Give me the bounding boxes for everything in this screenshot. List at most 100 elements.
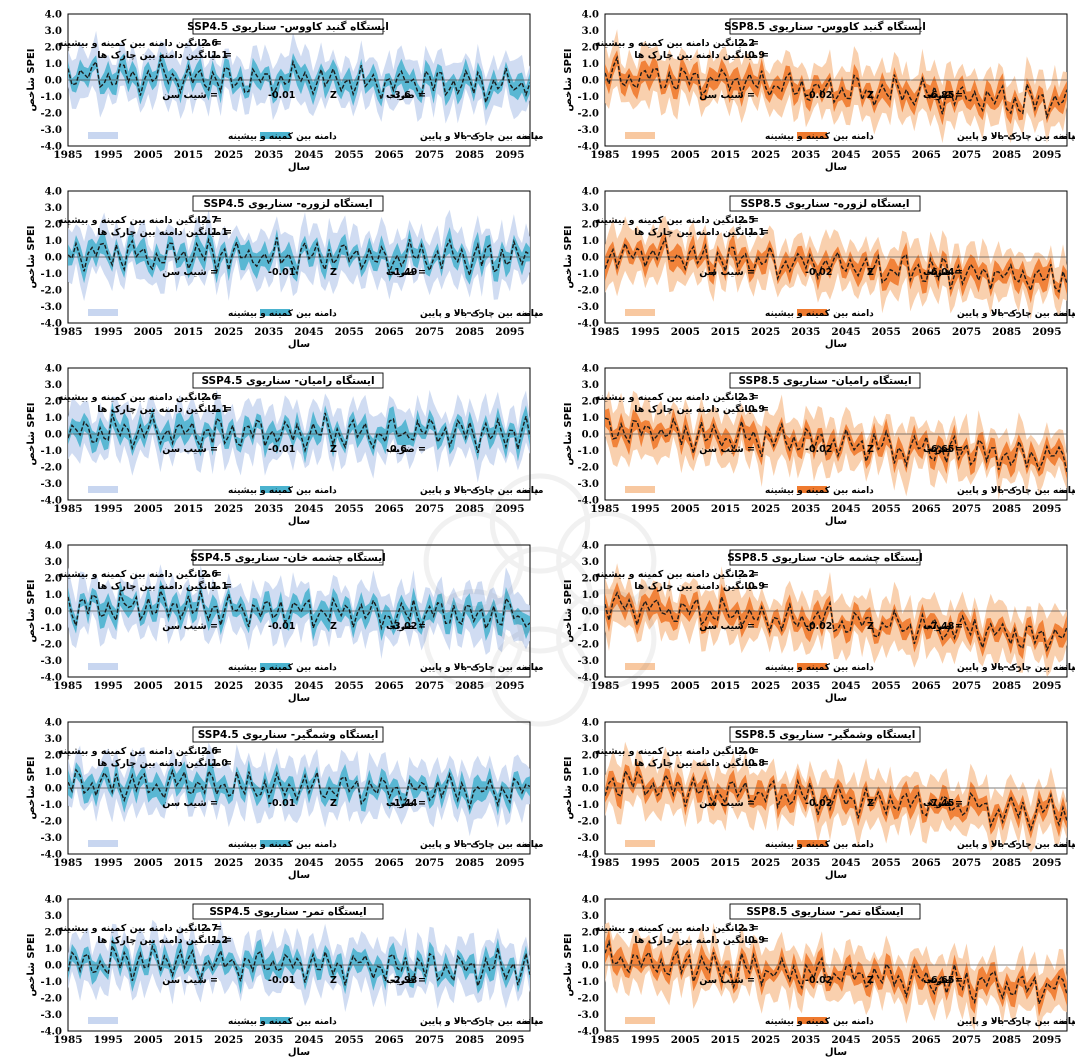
z-label: = ضریب — [386, 444, 426, 455]
x-tick-label: 2095 — [1032, 857, 1061, 869]
y-tick-label: -4.0 — [577, 673, 599, 684]
y-tick-label: -4.0 — [40, 673, 62, 684]
legend-iqr-label: دامنه بین چارک بالا و پایین — [957, 840, 1075, 850]
x-tick-label: 2075 — [415, 326, 444, 338]
legend-iqr-label: دامنه بین چارک بالا و پایین — [420, 486, 539, 496]
y-tick-label: 0.0 — [45, 76, 62, 87]
y-tick-label: -3.0 — [40, 656, 62, 667]
minmax-mean-label: = میانگین دامنه بین کمینه و بیشینه — [595, 37, 759, 49]
z-label: = ضریب — [923, 90, 963, 101]
x-tick-label: 1995 — [94, 149, 123, 161]
y-tick-label: 4.0 — [582, 541, 599, 552]
legend-minmax-label: دامنه بین کمینه و بیشینه — [228, 663, 337, 673]
iqr-mean-value: 1.1 — [211, 404, 228, 415]
x-axis-label: سال — [825, 693, 847, 704]
z-label: = ضریب — [386, 267, 426, 278]
minmax-mean-value: 2.7 — [201, 923, 218, 934]
legend-median-label: میانه — [522, 486, 543, 496]
x-tick-label: 2005 — [134, 857, 163, 869]
y-axis-label: شاخص SPEI — [26, 579, 37, 642]
x-tick-label: 2045 — [294, 857, 323, 869]
z-symbol: Z — [330, 444, 337, 455]
median-line — [604, 769, 1068, 832]
y-tick-label: 2.0 — [45, 751, 62, 762]
x-tick-label: 1985 — [590, 149, 619, 161]
minmax-mean-label: = میانگین دامنه بین کمینه و بیشینه — [58, 214, 222, 226]
legend-median-label: میانه — [522, 663, 543, 673]
x-tick-label: 2015 — [711, 680, 740, 692]
y-tick-label: -2.0 — [577, 640, 599, 651]
legend-median-label: میانه — [1059, 1017, 1075, 1027]
title-box — [729, 903, 921, 920]
x-tick-label: 2075 — [952, 680, 981, 692]
iqr-mean-label: = میانگین دامنه بین چارک ها — [97, 580, 232, 592]
x-axis-label: سال — [288, 693, 310, 704]
title-box — [729, 372, 921, 389]
chart-panel: 4.0 3.0 2.0 1.0 0.0 -1.0 -2.0 -3.0 -4.0 1985 1995 2… — [545, 537, 1075, 707]
y-tick-label: -4.0 — [577, 1027, 599, 1038]
x-tick-label: 2005 — [134, 680, 163, 692]
z-label: = ضریب — [386, 975, 426, 986]
sen-slope-value: -0.01 — [268, 267, 295, 278]
y-tick-label: 3.0 — [45, 380, 62, 391]
y-tick-label: 2.0 — [582, 928, 599, 939]
x-tick-label: 2015 — [711, 503, 740, 515]
x-tick-label: 1985 — [53, 149, 82, 161]
legend-iqr-swatch — [797, 309, 827, 316]
x-tick-label: 2025 — [751, 503, 780, 515]
y-tick-label: 0.0 — [582, 784, 599, 795]
minmax-mean-value: 2.3 — [738, 923, 755, 934]
x-tick-label: 2025 — [214, 149, 243, 161]
legend-minmax-swatch — [88, 1017, 118, 1024]
iqr-mean-label: = میانگین دامنه بین چارک ها — [634, 49, 769, 61]
x-axis-label: سال — [288, 1047, 310, 1058]
x-tick-label: 2085 — [992, 1034, 1021, 1046]
x-tick-label: 2085 — [455, 503, 484, 515]
x-tick-label: 1985 — [53, 857, 82, 869]
z-symbol: Z — [330, 621, 337, 632]
x-tick-label: 2045 — [294, 326, 323, 338]
y-tick-label: -4.0 — [40, 850, 62, 861]
x-axis-label: سال — [825, 870, 847, 881]
x-tick-label: 2055 — [335, 1034, 364, 1046]
x-tick-label: 2095 — [495, 326, 524, 338]
y-tick-label: 0.0 — [582, 253, 599, 264]
x-tick-label: 2065 — [375, 857, 404, 869]
x-tick-label: 2095 — [1032, 680, 1061, 692]
y-tick-label: -1.0 — [577, 446, 599, 457]
y-axis-label: شاخص SPEI — [563, 225, 574, 288]
minmax-mean-value: 2.2 — [738, 38, 755, 49]
x-tick-label: 2015 — [174, 326, 203, 338]
chart-title: ایستگاه چشمه خان- سناریوی SSP4.5 — [190, 551, 386, 564]
x-tick-label: 2055 — [872, 680, 901, 692]
x-tick-label: 2085 — [992, 857, 1021, 869]
x-tick-label: 2045 — [831, 1034, 860, 1046]
legend-iqr-label: دامنه بین چارک بالا و پایین — [420, 309, 539, 319]
x-tick-label: 1995 — [631, 1034, 660, 1046]
x-tick-label: 2055 — [335, 857, 364, 869]
x-tick-label: 2045 — [831, 503, 860, 515]
sen-slope-label: = شیب سن — [162, 621, 218, 632]
x-tick-label: 1995 — [94, 326, 123, 338]
median-line — [67, 768, 531, 811]
x-tick-label: 1985 — [590, 1034, 619, 1046]
x-tick-label: 2045 — [831, 857, 860, 869]
y-tick-label: -1.0 — [577, 269, 599, 280]
y-tick-label: 0.0 — [582, 430, 599, 441]
iqr-mean-value: 1.1 — [211, 581, 228, 592]
z-symbol: Z — [330, 798, 337, 809]
y-tick-label: 3.0 — [45, 557, 62, 568]
legend-minmax-label: دامنه بین کمینه و بیشینه — [228, 132, 337, 142]
y-tick-label: -2.0 — [40, 994, 62, 1005]
median-line — [604, 591, 1068, 653]
sen-slope-value: -0.02 — [805, 798, 832, 809]
x-tick-label: 1995 — [94, 1034, 123, 1046]
legend-iqr-swatch — [797, 486, 827, 493]
x-tick-label: 2065 — [912, 149, 941, 161]
chart-panel: 4.0 3.0 2.0 1.0 0.0 -1.0 -2.0 -3.0 -4.0 1985 1995 2… — [545, 891, 1075, 1061]
chart-title: ایستگاه تمر- سناریوی SSP4.5 — [209, 905, 366, 918]
y-tick-label: -3.0 — [40, 1010, 62, 1021]
y-tick-label: 4.0 — [45, 364, 62, 375]
y-tick-label: 1.0 — [45, 944, 62, 955]
